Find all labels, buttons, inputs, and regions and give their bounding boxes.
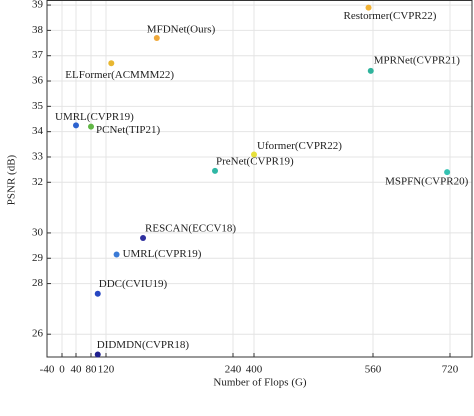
point (212, 167, 219, 174)
point (365, 4, 372, 11)
x-axis-label: Number of Flops (G) (213, 377, 307, 389)
point (108, 60, 115, 67)
x-tick-label: 40 (71, 364, 83, 376)
y-tick-label: 29 (32, 252, 44, 264)
point-label: PreNet(CVPR19) (216, 155, 294, 167)
x-tick-label: 80 (86, 364, 98, 376)
x-tick-label: 0 (59, 364, 65, 376)
point-label: PCNet(TIP21) (96, 124, 161, 136)
point (113, 251, 120, 258)
point-label: UMRL(CVPR19) (55, 111, 134, 123)
x-tick-label: 720 (442, 364, 459, 376)
y-tick-label: 28 (32, 277, 44, 289)
point (73, 122, 79, 129)
x-tick-label: 120 (98, 364, 115, 376)
point-label: ELFormer(ACMMM22) (65, 69, 174, 81)
plot-frame (46, 0, 473, 358)
y-tick-label: 36 (32, 75, 44, 87)
y-tick-label: 34 (32, 125, 44, 137)
point-label: UMRL(CVPR19) (123, 248, 202, 260)
y-tick-label: 37 (32, 49, 44, 61)
y-tick-label: 26 (32, 328, 44, 340)
x-tick-label: 560 (365, 364, 382, 376)
y-axis-label: PSNR (dB) (6, 154, 18, 205)
point-label: Uformer(CVPR22) (257, 140, 342, 152)
point (140, 235, 147, 241)
point (88, 123, 94, 130)
x-tick-label: -40 (40, 364, 55, 376)
y-tick-label: 32 (32, 176, 43, 188)
y-tick-label: 38 (32, 24, 44, 36)
point-label: DIDMDN(CVPR18) (97, 339, 190, 351)
y-tick-label: 39 (32, 0, 44, 11)
point (367, 67, 374, 74)
point (153, 34, 160, 41)
point (251, 151, 257, 158)
y-tick-label: 33 (32, 151, 44, 163)
x-tick-label: 240 (225, 364, 242, 376)
point (94, 351, 101, 358)
point-label: MSPFN(CVPR20) (385, 176, 468, 188)
y-tick-label: 30 (32, 226, 44, 238)
y-tick-label: 35 (32, 100, 44, 112)
point-label: RESCAN(ECCV18) (145, 223, 236, 235)
point (94, 290, 101, 297)
x-tick-label: 400 (246, 364, 263, 376)
point (444, 169, 451, 176)
point-label: MPRNet(CVPR21) (374, 54, 461, 66)
point-label: MFDNet(Ours) (147, 24, 216, 36)
point-label: Restormer(CVPR22) (344, 10, 437, 22)
point-label: DDC(CVIU19) (99, 278, 168, 290)
